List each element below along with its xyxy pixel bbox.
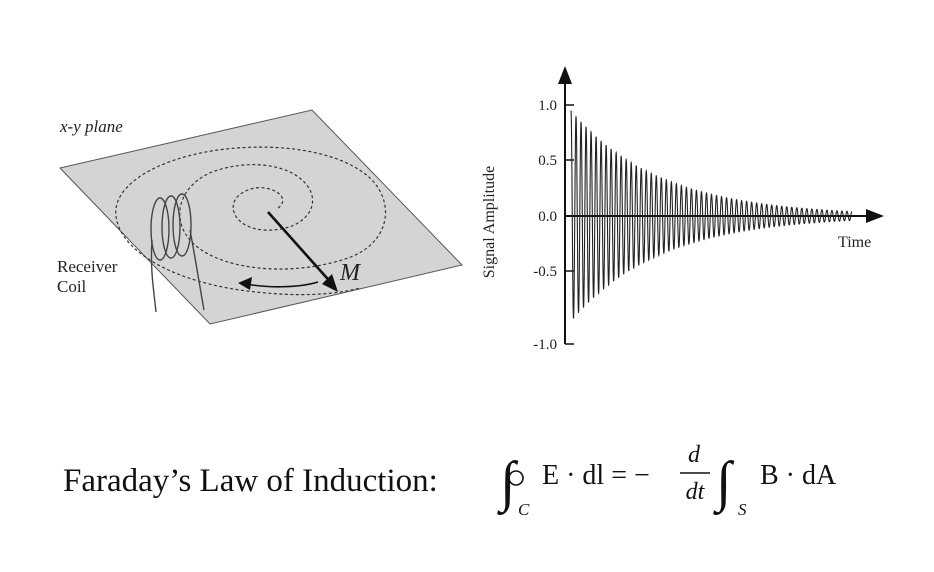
y-tick-label: 1.0 [538,98,557,114]
contour-subscript: C [518,500,530,519]
signal-chart: 1.0 0.5 0.0 -0.5 -1.0 Signal Amplitude T… [481,66,884,353]
y-axis-label: Signal Amplitude [481,166,498,278]
equation-rhs: B · dA [760,460,837,491]
equation-prefix: Faraday’s Law of Induction: [63,463,438,499]
y-axis-arrow [558,66,572,84]
equation-lhs: E · dl = − [542,460,650,491]
x-axis-label: Time [838,234,871,251]
fraction-denominator: dt [686,479,706,505]
signal-line [571,111,852,319]
y-tick-label: -0.5 [533,264,557,280]
faraday-equation: Faraday’s Law of Induction: ∫ C E · dl =… [63,442,837,519]
x-axis-arrow [866,209,884,223]
xy-plane [60,110,462,324]
plane-label: x-y plane [59,117,123,136]
contour-integral-sign: ∫ [497,451,519,516]
surface-subscript: S [738,500,747,519]
coil-label-line1: Receiver [57,257,118,276]
precession-diagram: x-y plane Receiver Coil M [57,110,462,324]
fraction-numerator: d [688,442,701,468]
coil-label-line2: Coil [57,277,87,296]
surface-integral-sign: ∫ [713,451,735,516]
y-tick-label: 0.0 [538,209,557,225]
y-tick-label: -1.0 [533,337,557,353]
y-tick-label: 0.5 [538,153,557,169]
magnetization-label: M [339,260,362,286]
